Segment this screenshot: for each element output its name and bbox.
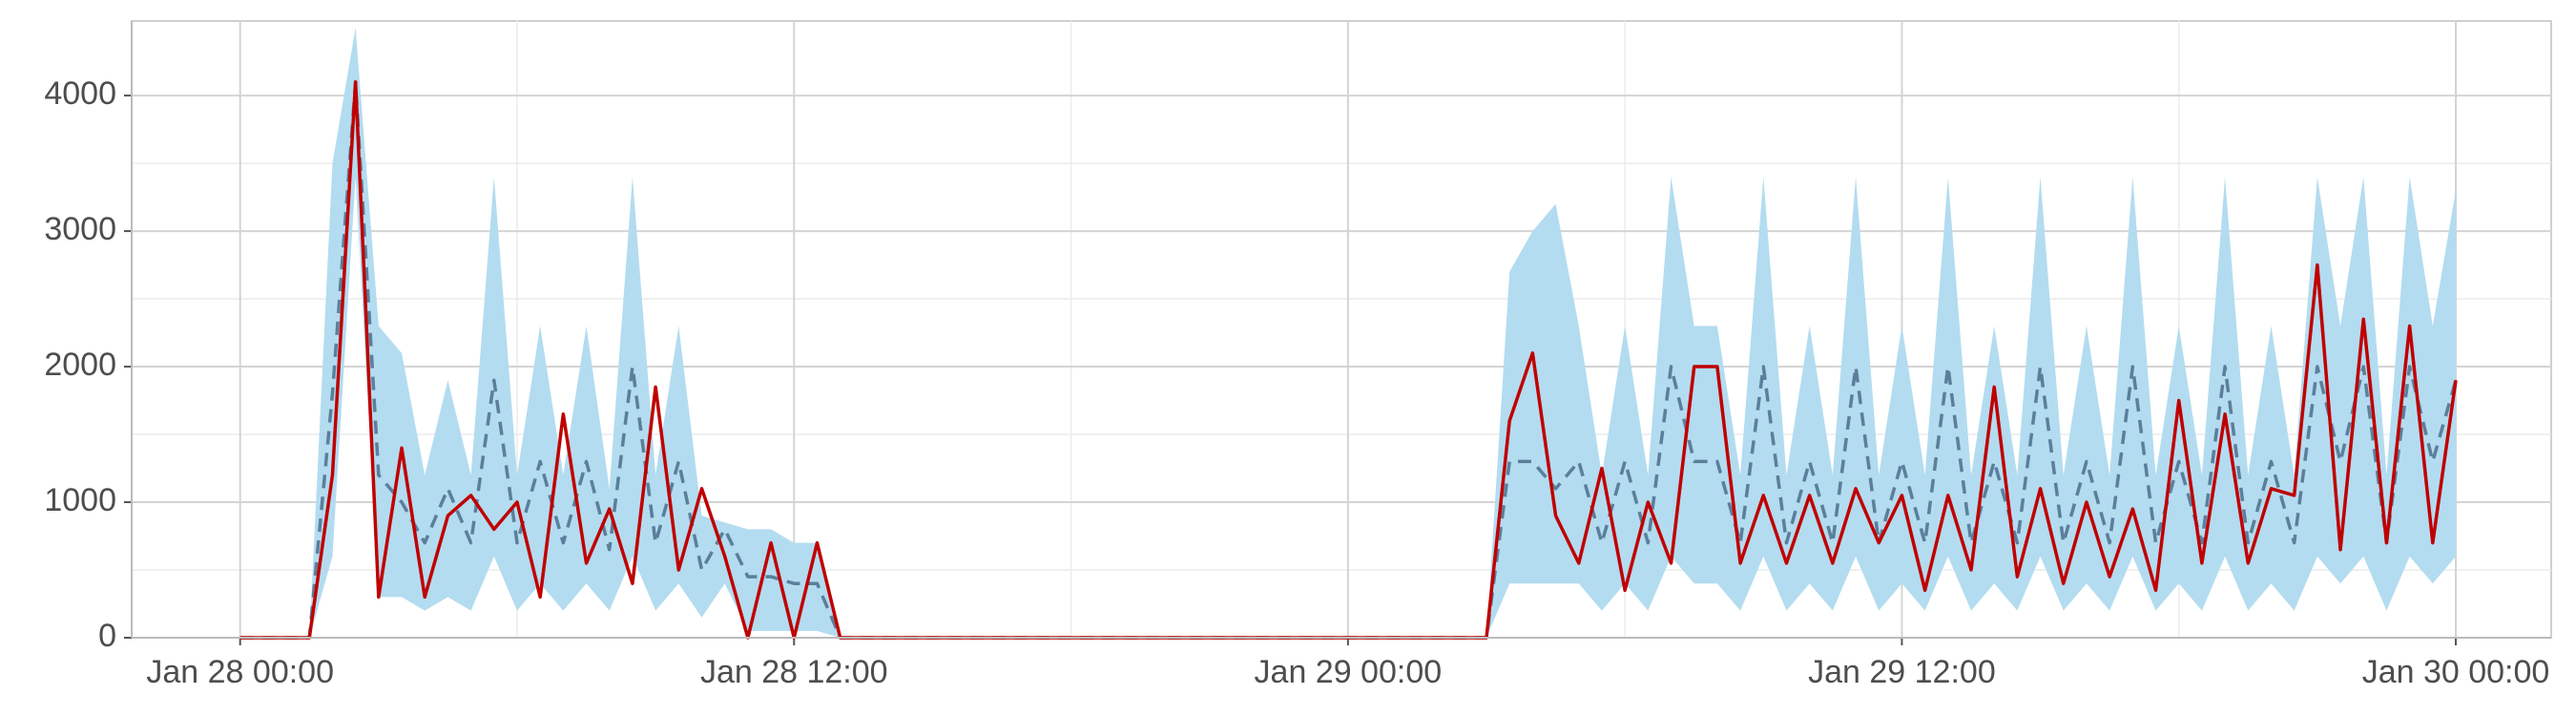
x-tick-label: Jan 28 00:00 [146, 654, 334, 690]
prediction-band [239, 28, 2457, 639]
y-tick-label: 4000 [44, 75, 116, 112]
y-tick-label: 0 [98, 618, 116, 654]
x-tick-label: Jan 29 12:00 [1808, 654, 1996, 690]
y-tick-label: 2000 [44, 347, 116, 383]
x-tick-label: Jan 29 00:00 [1255, 654, 1443, 690]
x-tick-label: Jan 30 00:00 [2362, 654, 2550, 690]
x-tick-label: Jan 28 12:00 [700, 654, 888, 690]
y-tick-label: 1000 [44, 482, 116, 518]
y-tick-label: 3000 [44, 211, 116, 247]
